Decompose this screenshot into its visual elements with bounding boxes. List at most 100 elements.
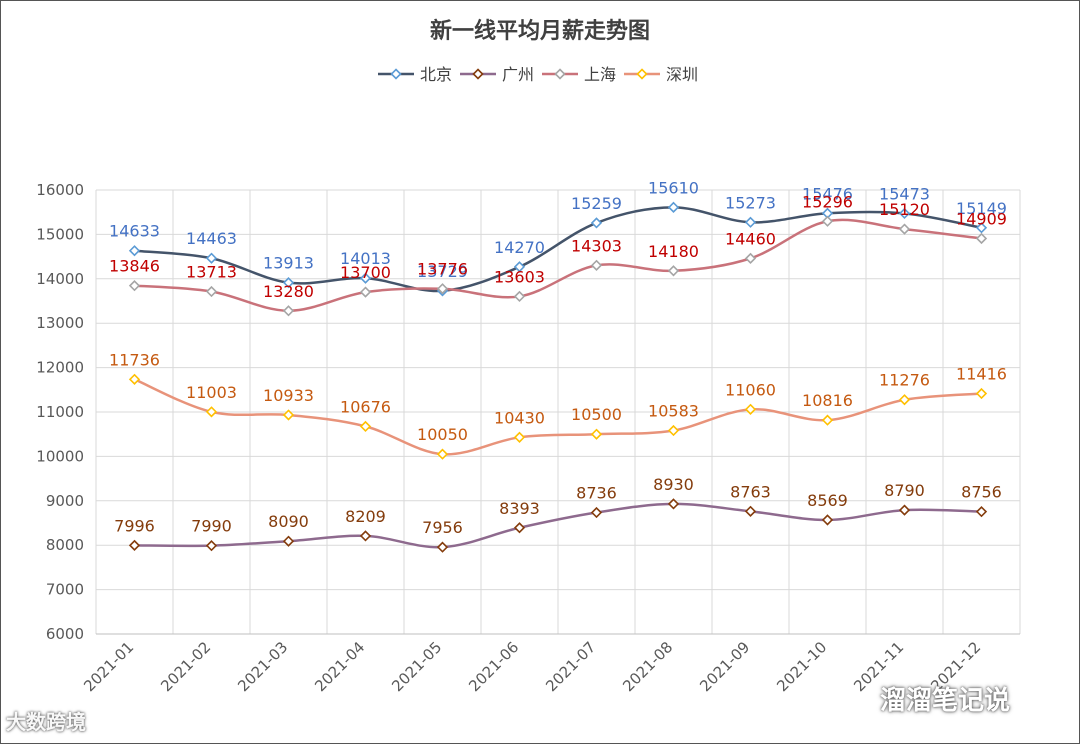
data-label: 8209 [345, 507, 386, 526]
data-label: 13700 [340, 263, 391, 282]
y-tick-label: 9000 [46, 492, 84, 510]
data-point-marker [205, 540, 218, 552]
x-tick-label: 2021-10 [773, 638, 830, 695]
data-label: 15120 [879, 200, 930, 219]
data-point-marker [667, 498, 680, 510]
legend-label-2: 上海 [584, 65, 616, 84]
data-label: 7996 [114, 516, 155, 535]
data-label: 15296 [802, 192, 853, 211]
data-label: 10583 [648, 402, 699, 421]
y-tick-label: 11000 [36, 403, 84, 421]
data-point-marker [667, 424, 680, 437]
y-tick-label: 7000 [46, 581, 84, 599]
data-label: 8393 [499, 499, 540, 518]
legend-label-1: 广州 [502, 65, 534, 84]
data-point-marker [667, 201, 680, 213]
data-label: 15476 [802, 184, 853, 203]
x-tick-label: 2021-06 [465, 638, 522, 695]
y-tick-label: 15000 [36, 225, 84, 243]
x-tick-label: 2021-07 [542, 638, 599, 695]
data-label: 10430 [494, 408, 545, 427]
data-label: 13913 [263, 254, 314, 273]
data-point-marker [513, 290, 526, 303]
x-tick-label: 2021-09 [696, 638, 753, 695]
data-point-marker [205, 252, 218, 264]
data-point-marker [128, 539, 141, 552]
data-point-marker [205, 406, 218, 418]
data-label: 10816 [802, 391, 853, 410]
x-tick-label: 2021-04 [311, 638, 368, 695]
data-label: 14463 [186, 229, 237, 248]
data-label: 15610 [648, 178, 699, 197]
watermark-left: 大数跨境 [6, 710, 86, 734]
data-point-marker [128, 280, 141, 292]
data-point-marker [513, 522, 526, 534]
data-label: 13776 [417, 260, 468, 279]
data-point-marker [975, 387, 988, 400]
data-label: 13713 [186, 263, 237, 282]
y-tick-label: 10000 [36, 447, 84, 465]
data-label: 7956 [422, 518, 463, 537]
data-point-marker [359, 286, 372, 298]
data-label: 8090 [268, 512, 309, 531]
data-point-marker [898, 207, 911, 220]
x-tick-label: 2021-08 [619, 638, 676, 695]
data-point-marker [282, 535, 295, 547]
data-point-marker [744, 252, 757, 265]
data-label: 8763 [730, 482, 771, 501]
data-point-marker [975, 232, 988, 245]
data-label: 11060 [725, 380, 776, 399]
x-tick-label: 2021-03 [234, 638, 291, 695]
x-tick-label: 2021-05 [388, 638, 445, 695]
data-label: 15473 [879, 184, 930, 203]
data-label: 13603 [494, 267, 545, 286]
data-point-marker [359, 272, 372, 284]
data-label: 11276 [879, 371, 930, 390]
data-point-marker [975, 506, 988, 518]
data-label: 8790 [884, 481, 925, 500]
y-tick-label: 8000 [46, 536, 84, 554]
data-label: 7990 [191, 517, 232, 536]
data-point-marker [282, 305, 295, 317]
data-point-marker [975, 222, 988, 234]
data-label: 13280 [263, 282, 314, 301]
data-point-marker [359, 530, 372, 542]
x-tick-label: 2021-02 [157, 638, 214, 695]
series-line-1 [134, 502, 982, 549]
data-point-marker [282, 409, 295, 421]
chart-title: 新一线平均月薪走势图 [430, 18, 650, 44]
data-point-marker [205, 285, 218, 298]
data-label: 11736 [109, 350, 160, 369]
legend-label-3: 深圳 [666, 65, 698, 84]
legend-marker-1 [472, 68, 484, 80]
data-point-marker [898, 394, 911, 406]
data-point-marker [590, 428, 603, 440]
data-point-marker [744, 216, 757, 228]
data-label: 8736 [576, 484, 617, 503]
data-label: 15259 [571, 194, 622, 213]
data-point-marker [128, 245, 141, 257]
data-label: 13846 [109, 257, 160, 276]
data-point-marker [667, 265, 680, 277]
data-label: 14013 [340, 249, 391, 268]
data-point-marker [898, 504, 911, 516]
data-label: 8930 [653, 475, 694, 494]
legend-marker-0 [390, 68, 402, 80]
data-label: 10500 [571, 405, 622, 424]
data-point-marker [744, 403, 757, 415]
data-label: 14633 [109, 222, 160, 241]
watermark-right: 溜溜笔记说 [880, 686, 1011, 716]
legend-label-0: 北京 [420, 65, 452, 84]
data-point-marker [590, 506, 603, 519]
data-label: 15273 [725, 193, 776, 212]
legend-marker-3 [636, 68, 648, 80]
data-point-marker [436, 283, 449, 295]
data-point-marker [590, 217, 603, 229]
data-point-marker [821, 514, 834, 526]
series-line-3 [134, 378, 982, 456]
data-point-marker [436, 448, 449, 460]
y-tick-label: 16000 [36, 181, 84, 199]
data-label: 14180 [648, 242, 699, 261]
data-point-marker [282, 277, 295, 289]
